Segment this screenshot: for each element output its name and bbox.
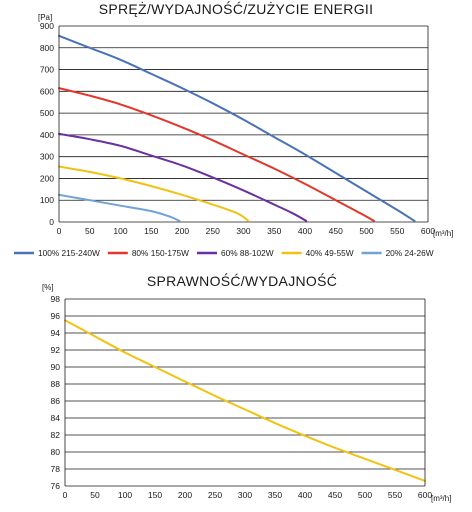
series-line-1	[58, 87, 375, 222]
pressure-x-unit: [m³/h]	[433, 229, 453, 238]
x-tick-label: 150	[144, 226, 158, 236]
x-tick-label: 0	[63, 490, 68, 500]
y-tick-label: 86	[51, 396, 61, 406]
x-tick-label: 300	[236, 226, 250, 236]
pressure-chart-title: SPRĘŻ/WYDAJNOŚĆ/ZUŻYCIE ENERGII	[99, 0, 374, 17]
y-tick-label: 76	[51, 481, 61, 491]
legend-entry-label: 100% 215-240W	[38, 248, 100, 258]
x-tick-label: 100	[118, 490, 132, 500]
y-tick-label: 300	[40, 152, 54, 162]
y-tick-label: 600	[40, 86, 54, 96]
x-tick-label: 500	[358, 490, 372, 500]
x-tick-label: 350	[268, 490, 282, 500]
x-tick-label: 500	[359, 226, 373, 236]
x-tick-label: 300	[238, 490, 252, 500]
y-tick-label: 78	[51, 464, 61, 474]
efficiency-x-unit: [m³/h]	[431, 494, 451, 503]
x-tick-label: 600	[418, 490, 432, 500]
y-tick-label: 90	[51, 362, 61, 372]
y-tick-label: 98	[51, 294, 61, 304]
y-tick-label: 88	[51, 379, 61, 389]
x-tick-label: 200	[178, 490, 192, 500]
series-line-4	[58, 193, 181, 222]
series-line-2	[58, 132, 308, 222]
y-tick-label: 800	[40, 43, 54, 53]
y-tick-label: 500	[40, 108, 54, 118]
y-tick-label: 0	[49, 217, 54, 227]
x-tick-label: 0	[57, 226, 62, 236]
y-tick-label: 80	[51, 447, 61, 457]
pressure-series	[58, 34, 416, 222]
y-tick-label: 900	[40, 21, 54, 31]
x-tick-label: 450	[329, 226, 343, 236]
y-tick-label: 94	[51, 328, 61, 338]
efficiency-chart-title: SPRAWNOŚĆ/WYDAJNOŚĆ	[147, 272, 337, 289]
x-tick-label: 250	[206, 226, 220, 236]
x-tick-label: 400	[298, 490, 312, 500]
x-tick-label: 550	[390, 226, 404, 236]
x-tick-label: 150	[148, 490, 162, 500]
y-tick-label: 200	[40, 173, 54, 183]
legend-entry-label: 80% 150-175W	[132, 248, 189, 258]
pressure-x-ticks: 0 50 100 150 200 250 300 350 400 450 500 550 600	[57, 226, 436, 236]
y-tick-label: 96	[51, 311, 61, 321]
efficiency-y-unit: [%]	[42, 283, 54, 292]
efficiency-series	[64, 319, 426, 482]
y-tick-label: 700	[40, 65, 54, 75]
pressure-chart: SPRĘŻ/WYDAJNOŚĆ/ZUŻYCIE ENERGII [Pa] [m³…	[38, 0, 453, 238]
y-tick-label: 82	[51, 430, 61, 440]
y-tick-label: 92	[51, 345, 61, 355]
x-tick-label: 550	[388, 490, 402, 500]
x-tick-label: 50	[90, 490, 100, 500]
x-tick-label: 250	[208, 490, 222, 500]
efficiency-x-ticks: 0 50 100 150 200 250 300 350 400 450 500 550 600	[63, 490, 433, 500]
series-line-3	[58, 165, 250, 222]
x-tick-label: 400	[298, 226, 312, 236]
pressure-y-ticks: 0 100 200 300 400 500 600 700 800 900	[40, 21, 54, 227]
pressure-legend: 100% 215-240W 80% 150-175W 60% 88-102W 40% …	[14, 248, 434, 258]
legend-entry-label: 40% 49-55W	[306, 248, 354, 258]
pressure-gridlines	[59, 25, 428, 223]
series-line-0	[58, 34, 416, 222]
x-tick-label: 200	[175, 226, 189, 236]
legend-entry-label: 60% 88-102W	[221, 248, 274, 258]
x-tick-label: 450	[328, 490, 342, 500]
series-line-0	[64, 319, 426, 482]
pressure-y-unit: [Pa]	[38, 13, 52, 22]
efficiency-chart: SPRAWNOŚĆ/WYDAJNOŚĆ [%] [m³/h] 76 78 80 82 8…	[42, 272, 451, 503]
x-tick-label: 350	[267, 226, 281, 236]
y-tick-label: 84	[51, 413, 61, 423]
x-tick-label: 100	[113, 226, 127, 236]
legend-entry-label: 20% 24-26W	[386, 248, 434, 258]
efficiency-gridlines	[65, 298, 425, 487]
x-tick-label: 600	[421, 226, 435, 236]
x-tick-label: 50	[85, 226, 95, 236]
y-tick-label: 400	[40, 130, 54, 140]
efficiency-y-ticks: 76 78 80 82 84 86 88 90 92 94 96 98	[51, 294, 61, 491]
y-tick-label: 100	[40, 195, 54, 205]
